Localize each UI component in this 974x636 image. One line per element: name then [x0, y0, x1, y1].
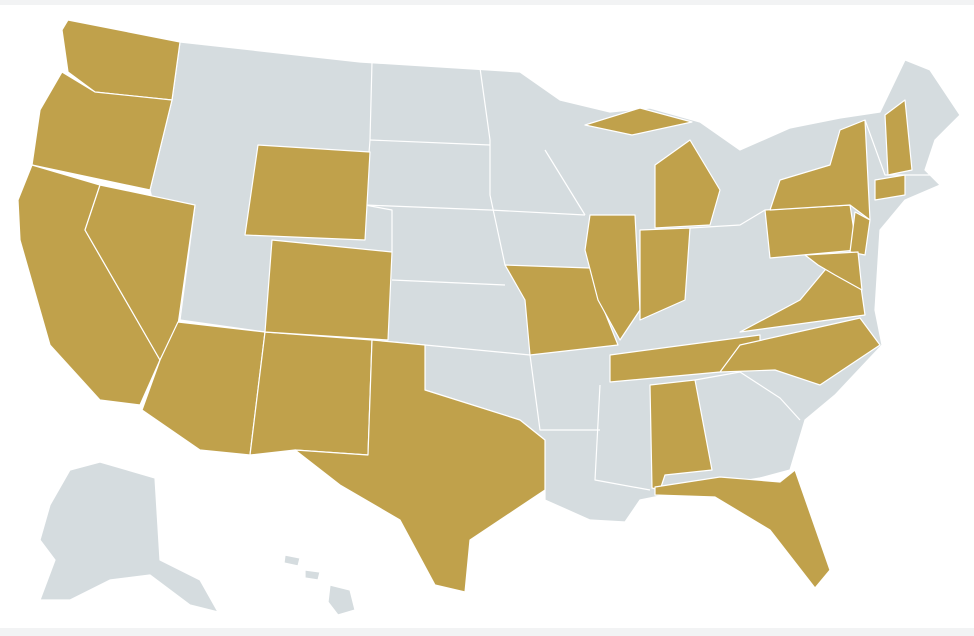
michigan-upper — [584, 107, 693, 136]
state-border — [391, 279, 506, 286]
highlighted-states — [17, 19, 913, 593]
hawaii-islands-2 — [304, 569, 321, 581]
state-border — [544, 149, 586, 216]
hawaii-islands — [283, 554, 301, 567]
state-border — [479, 67, 506, 266]
state-border — [594, 384, 651, 491]
pennsylvania — [764, 204, 858, 259]
maryland — [804, 251, 863, 291]
state-border — [424, 344, 600, 431]
state-border — [689, 209, 766, 229]
new-york — [769, 119, 871, 221]
colorado — [264, 239, 393, 341]
state-border — [369, 139, 491, 146]
michigan — [654, 139, 721, 229]
state-border — [694, 371, 801, 421]
florida — [654, 469, 831, 589]
new-mexico — [249, 331, 373, 456]
state-border — [364, 204, 586, 216]
indiana — [639, 227, 691, 321]
illinois — [584, 214, 641, 341]
oregon — [31, 71, 173, 191]
top-band — [0, 0, 974, 5]
texas — [294, 339, 546, 593]
north-carolina — [719, 317, 881, 386]
alaska — [39, 461, 219, 613]
bottom-band — [0, 628, 974, 636]
new-hampshire — [884, 99, 913, 176]
new-jersey — [849, 211, 871, 256]
state-border — [864, 119, 935, 176]
wyoming — [244, 144, 371, 241]
hawaii-big — [327, 584, 356, 616]
alabama — [649, 379, 713, 491]
connecticut — [874, 174, 906, 201]
